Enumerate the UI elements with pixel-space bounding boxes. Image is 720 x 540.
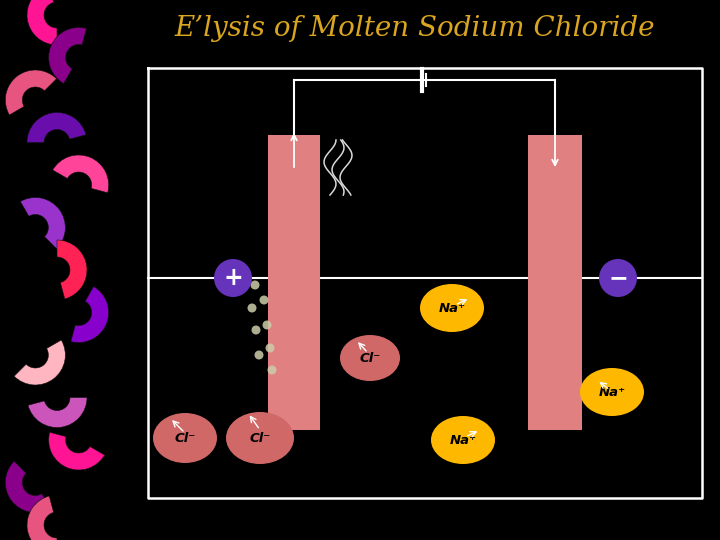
Wedge shape: [27, 0, 57, 45]
Text: +: +: [223, 266, 243, 290]
Ellipse shape: [580, 368, 644, 416]
Circle shape: [214, 259, 252, 297]
Ellipse shape: [153, 413, 217, 463]
Text: Cl⁻: Cl⁻: [249, 431, 271, 444]
Wedge shape: [5, 461, 50, 512]
Wedge shape: [27, 112, 86, 143]
Ellipse shape: [340, 335, 400, 381]
Wedge shape: [53, 155, 109, 193]
Wedge shape: [20, 198, 66, 249]
Circle shape: [259, 295, 269, 305]
Ellipse shape: [226, 412, 294, 464]
Wedge shape: [57, 240, 87, 299]
Circle shape: [263, 321, 271, 329]
Circle shape: [268, 366, 276, 375]
Circle shape: [251, 326, 261, 334]
Text: −: −: [608, 266, 628, 290]
Wedge shape: [71, 287, 109, 342]
Bar: [268, 135, 320, 430]
Bar: [528, 135, 582, 430]
Circle shape: [254, 350, 264, 360]
Text: Cl⁻: Cl⁻: [359, 352, 381, 365]
Wedge shape: [49, 432, 104, 470]
Circle shape: [266, 343, 274, 353]
Wedge shape: [28, 397, 87, 428]
Text: Na⁺: Na⁺: [438, 301, 466, 314]
Wedge shape: [49, 28, 86, 84]
Circle shape: [251, 280, 259, 289]
Ellipse shape: [431, 416, 495, 464]
Ellipse shape: [420, 284, 484, 332]
Text: Na⁺: Na⁺: [598, 386, 626, 399]
Text: Cl⁻: Cl⁻: [174, 431, 196, 444]
Text: Na⁺: Na⁺: [449, 434, 477, 447]
Wedge shape: [5, 70, 57, 115]
Circle shape: [248, 303, 256, 313]
Text: E’lysis of Molten Sodium Chloride: E’lysis of Molten Sodium Chloride: [175, 15, 655, 42]
Circle shape: [599, 259, 637, 297]
Wedge shape: [27, 496, 57, 540]
Wedge shape: [14, 340, 66, 385]
